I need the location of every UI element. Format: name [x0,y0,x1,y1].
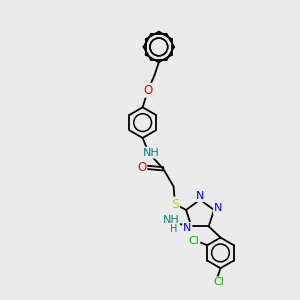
Text: N: N [183,223,191,233]
Text: H: H [170,224,177,234]
Text: Cl: Cl [214,277,224,287]
Text: NH: NH [162,215,179,225]
Text: S: S [171,198,179,211]
Text: O: O [137,161,146,174]
Text: N: N [214,203,222,213]
Text: O: O [143,84,153,97]
Text: Cl: Cl [188,236,200,246]
Text: N: N [196,191,204,201]
Text: NH: NH [143,148,160,158]
